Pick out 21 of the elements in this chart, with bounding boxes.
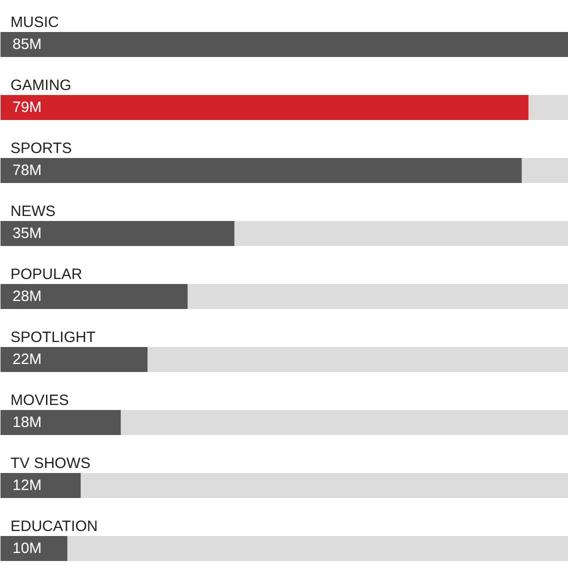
y-tick-label: POPULAR xyxy=(10,266,82,283)
data-label: 12M xyxy=(12,477,42,494)
bar xyxy=(0,536,68,561)
y-tick-label: SPOTLIGHT xyxy=(10,329,96,346)
data-label: 35M xyxy=(12,225,42,242)
data-label: 85M xyxy=(12,36,42,53)
y-tick-label: GAMING xyxy=(10,77,72,94)
data-label: 10M xyxy=(12,540,42,557)
y-tick-label: MOVIES xyxy=(10,392,69,409)
y-tick-label: NEWS xyxy=(10,203,56,220)
y-tick-label: EDUCATION xyxy=(10,518,98,535)
bar xyxy=(0,473,81,498)
y-tick-label: SPORTS xyxy=(10,140,72,157)
bar xyxy=(0,410,121,435)
y-tick-label: MUSIC xyxy=(10,14,59,31)
data-label: 18M xyxy=(12,414,42,431)
data-label: 22M xyxy=(12,351,42,368)
data-label: 78M xyxy=(12,162,42,179)
y-tick-label: TV SHOWS xyxy=(10,455,91,472)
data-label: 79M xyxy=(12,99,42,116)
data-label: 28M xyxy=(12,288,42,305)
